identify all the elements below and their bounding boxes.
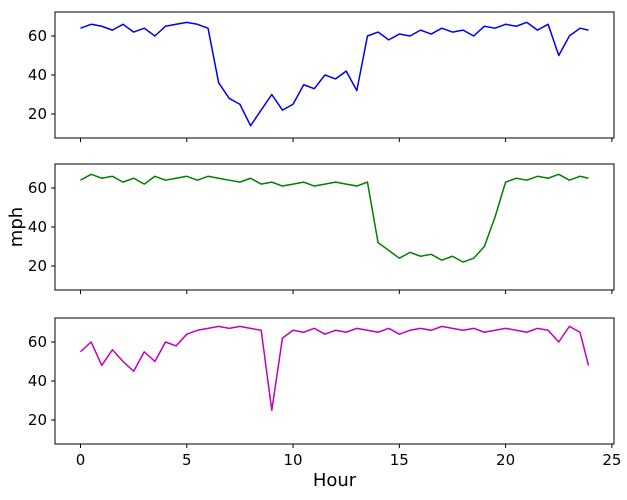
x-axis-label: Hour [313, 470, 357, 491]
y-tick-label: 20 [28, 257, 47, 275]
y-tick-label: 60 [28, 179, 47, 197]
x-tick-label: 5 [182, 451, 192, 469]
y-tick-label: 40 [28, 66, 47, 84]
y-tick-label: 20 [28, 105, 47, 123]
x-tick-label: 20 [496, 451, 515, 469]
y-tick-label: 40 [28, 372, 47, 390]
y-tick-label: 20 [28, 411, 47, 429]
x-tick-label: 0 [76, 451, 86, 469]
x-tick-label: 10 [284, 451, 303, 469]
axes-frame [54, 317, 615, 445]
data-line [80, 21, 589, 127]
y-axis-label: mph [6, 207, 27, 247]
y-tick-label: 60 [28, 333, 47, 351]
x-tick-label: 25 [602, 451, 621, 469]
data-line [80, 173, 589, 263]
data-line [79, 325, 590, 412]
y-tick-label: 40 [28, 218, 47, 236]
y-tick-label: 60 [28, 27, 47, 45]
x-tick-label: 15 [390, 451, 409, 469]
